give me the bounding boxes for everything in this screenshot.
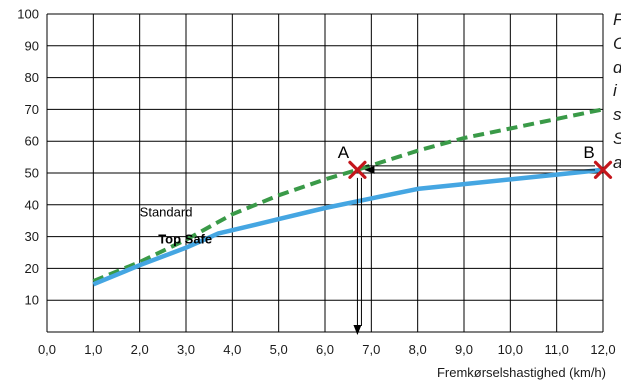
- x-tick-label: 2,0: [131, 342, 149, 357]
- plot-grid: [46, 13, 604, 333]
- x-tick-label: 0,0: [38, 342, 56, 357]
- side-note-line: d: [613, 56, 621, 80]
- y-axis-ticks: 100 90 80 70 60 50 40 30 20 10: [17, 7, 39, 308]
- side-note-line: i: [613, 81, 617, 101]
- x-tick-label: 11,0: [544, 342, 568, 357]
- side-note-line: s: [613, 105, 621, 125]
- y-tick-label: 50: [25, 166, 39, 181]
- x-tick-label: 4,0: [223, 342, 241, 357]
- x-tick-label: 12,0: [590, 342, 615, 357]
- annotation-arrows: [353, 165, 595, 335]
- side-note-line: S: [613, 127, 621, 151]
- y-tick-label: 40: [25, 197, 39, 212]
- side-note-text: F C d i s S a: [613, 8, 621, 175]
- x-tick-label: 8,0: [409, 342, 427, 357]
- x-axis-ticks: 0,0 1,0 2,0 3,0 4,0 5,0 6,0 7,0 8,0 9,0 10,0 11,0 12…: [38, 342, 616, 357]
- point-marker-a: [348, 160, 367, 179]
- y-tick-label: 60: [25, 134, 39, 149]
- x-tick-label: 5,0: [270, 342, 288, 357]
- x-tick-label: 9,0: [455, 342, 473, 357]
- series-lines: [92, 107, 604, 287]
- side-note-line: a: [613, 151, 621, 175]
- x-tick-label: 1,0: [84, 342, 102, 357]
- x-tick-label: 6,0: [316, 342, 334, 357]
- y-tick-label: 80: [25, 70, 39, 85]
- x-tick-label: 7,0: [362, 342, 380, 357]
- side-note-line: C: [613, 32, 621, 56]
- series-label-top-safe: Top Safe: [158, 231, 212, 246]
- series-label-standard: Standard: [140, 204, 193, 219]
- side-note-line: F: [613, 8, 621, 32]
- series-line-standard: [92, 107, 604, 283]
- point-label-a: A: [338, 143, 350, 162]
- x-tick-label: 3,0: [177, 342, 195, 357]
- y-tick-label: 90: [25, 38, 39, 53]
- series-line-top-safe: [92, 167, 604, 287]
- y-tick-label: 30: [25, 229, 39, 244]
- y-tick-label: 10: [25, 293, 39, 308]
- x-axis-title: Fremkørselshastighed (km/h): [437, 365, 606, 380]
- series-labels: Standard Top Safe: [140, 204, 212, 246]
- x-tick-label: 10,0: [498, 342, 523, 357]
- y-tick-label: 20: [25, 261, 39, 276]
- point-marker-b: [593, 160, 613, 179]
- y-tick-label: 100: [17, 7, 39, 22]
- point-label-b: B: [583, 143, 594, 162]
- y-tick-label: 70: [25, 102, 39, 117]
